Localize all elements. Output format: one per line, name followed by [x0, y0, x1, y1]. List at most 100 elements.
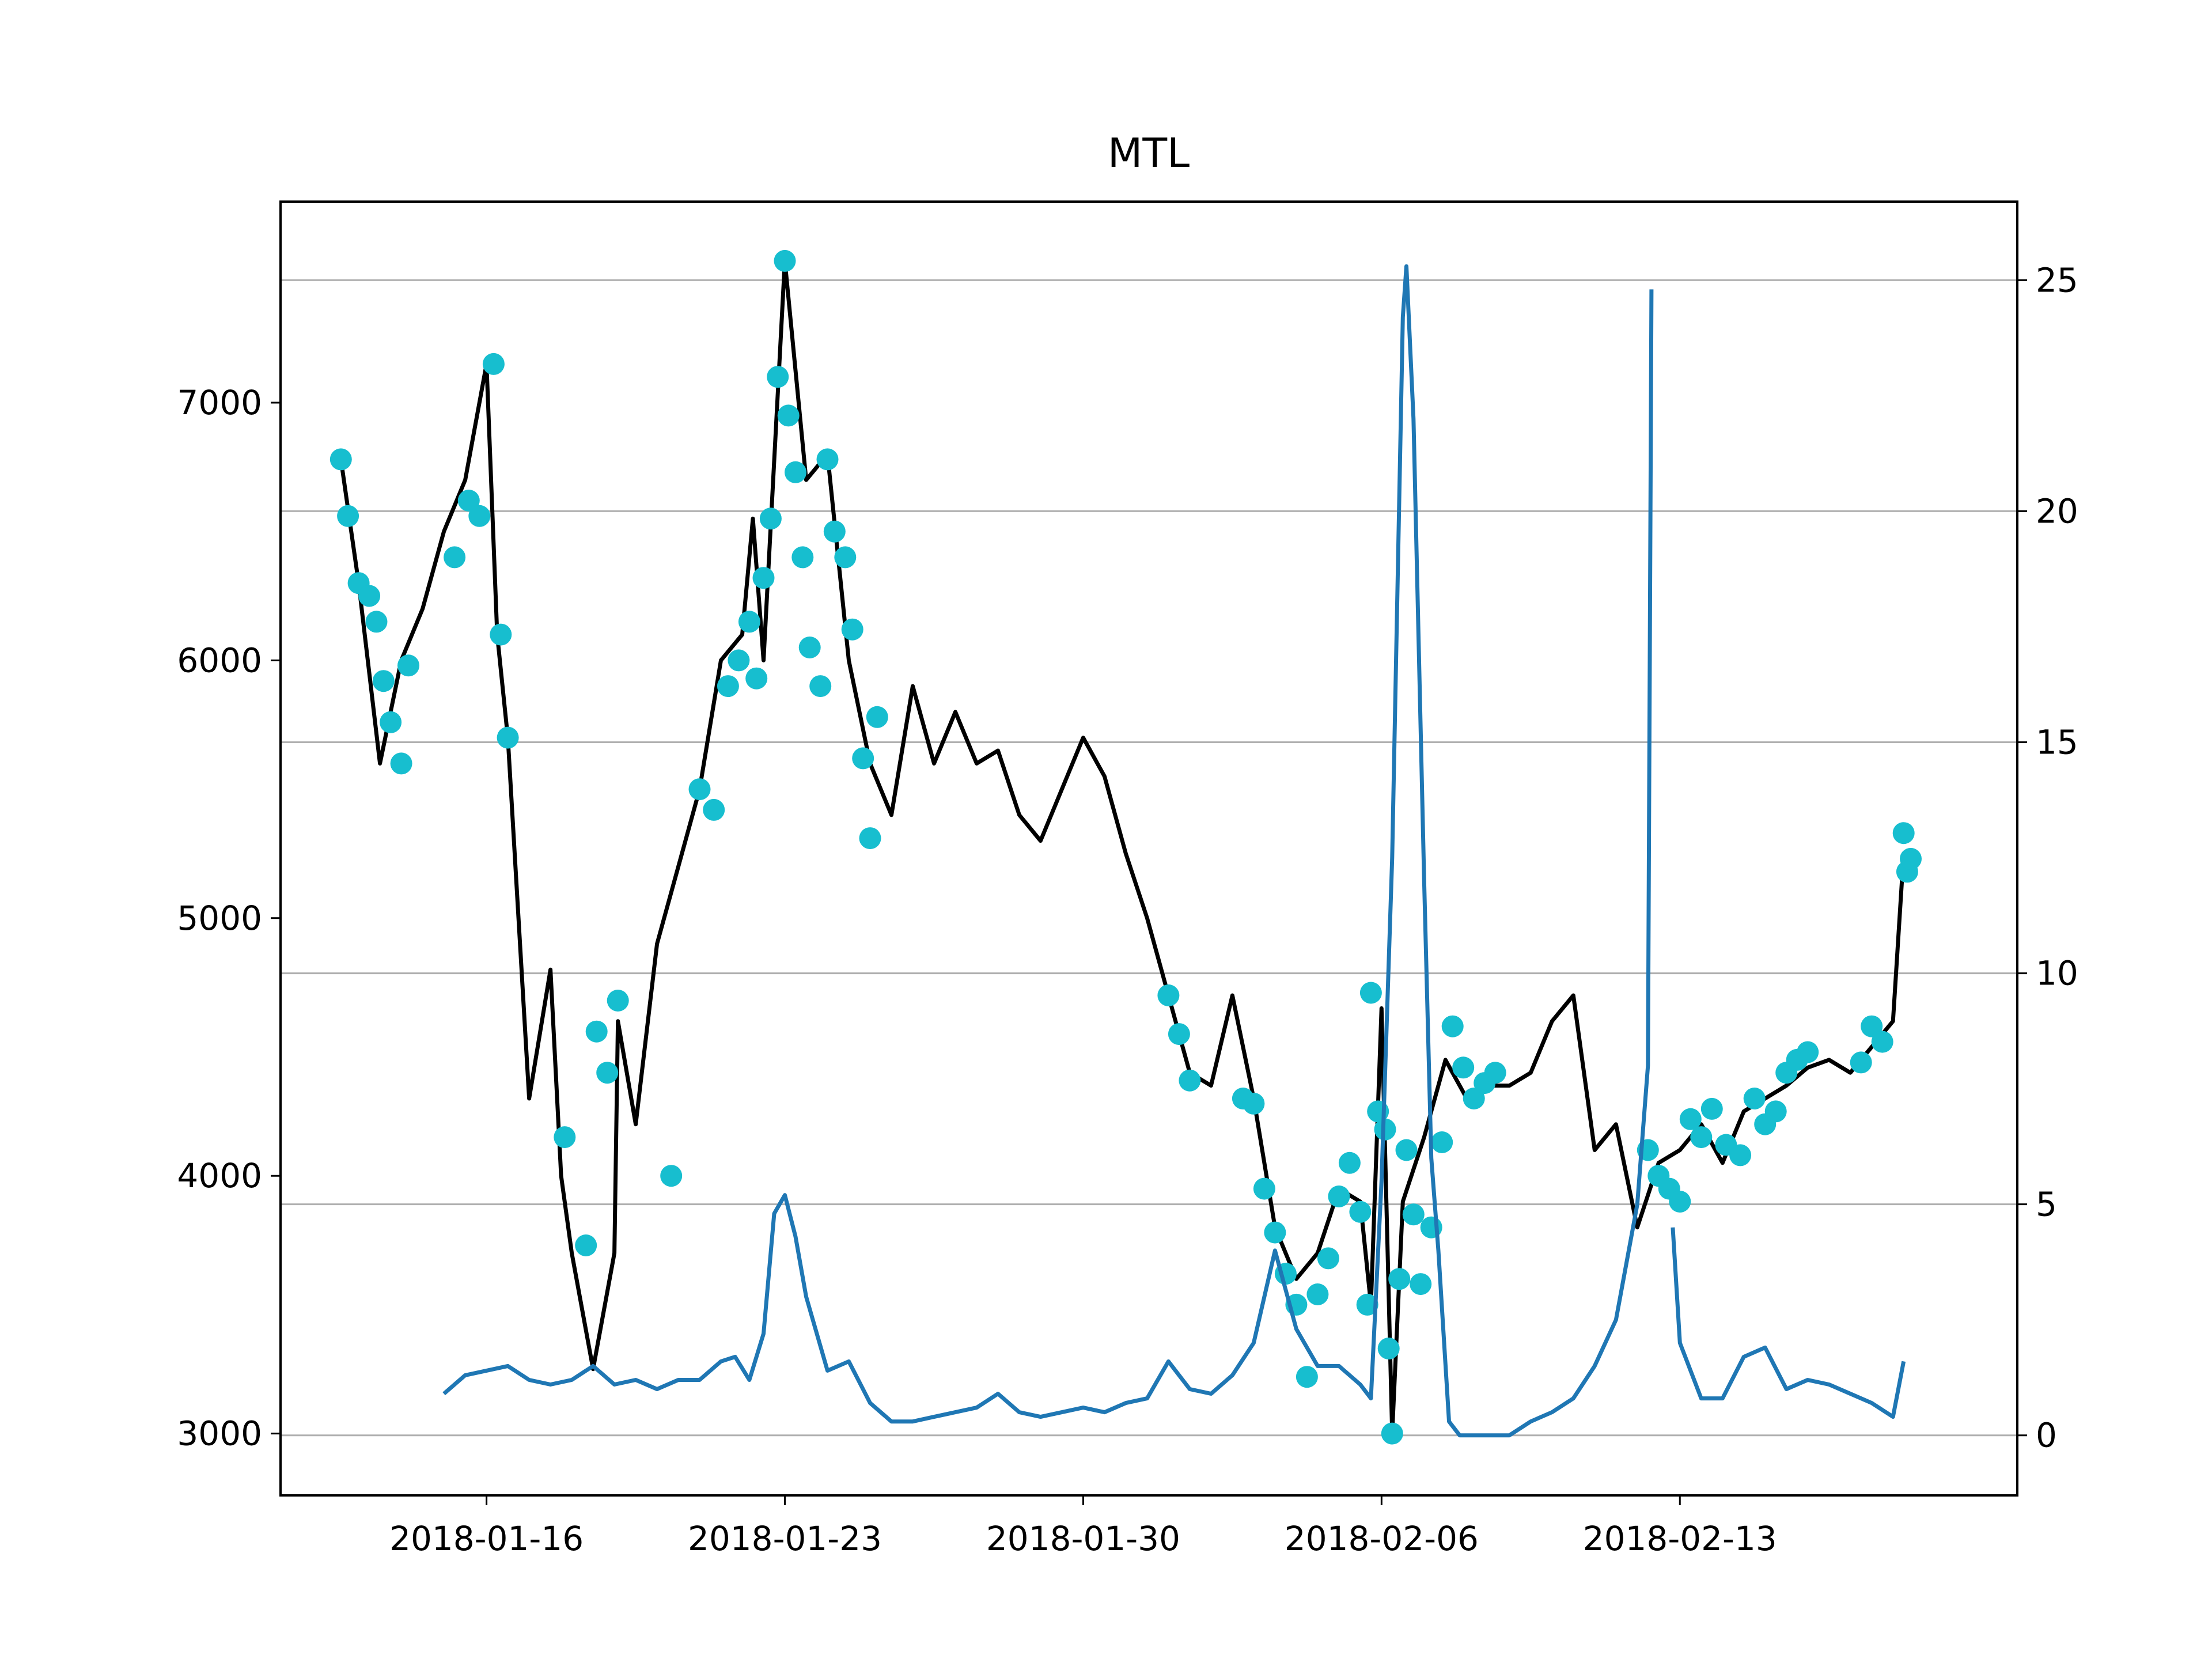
axes-frame [279, 200, 2018, 1497]
x-axis: 2018-01-16 2018-01-23 2018-01-30 2018-02-06… [389, 1495, 1777, 1558]
price-marker [841, 618, 863, 641]
price-marker [1700, 1097, 1723, 1120]
y-right-tick-label: 10 [2036, 954, 2078, 993]
price-marker [816, 448, 839, 471]
y-right-tick-label: 15 [2036, 723, 2078, 762]
price-marker [1179, 1069, 1201, 1092]
price-marker [1264, 1221, 1286, 1244]
chart-title: MTL [1108, 130, 1190, 177]
price-marker [1356, 1293, 1378, 1316]
price-marker [791, 546, 814, 569]
price-marker [823, 520, 846, 543]
price-marker [358, 585, 381, 607]
price-marker [798, 637, 821, 658]
price-marker [1349, 1200, 1372, 1223]
price-marker [1679, 1108, 1702, 1130]
price-marker [1743, 1088, 1766, 1109]
price-marker [1381, 1422, 1403, 1445]
price-marker [607, 990, 629, 1012]
price-marker [444, 546, 466, 569]
y-left-tick-label: 3000 [177, 1414, 262, 1453]
price-marker [1690, 1126, 1713, 1149]
price-marker [1484, 1062, 1506, 1084]
price-marker [866, 706, 888, 728]
price-marker [390, 752, 412, 775]
price-marker [1850, 1051, 1872, 1074]
price-marker [1410, 1273, 1432, 1296]
x-tick-label: 2018-02-06 [1285, 1519, 1479, 1558]
price-marker [834, 546, 857, 569]
price-marker [1157, 984, 1180, 1006]
indicator-line [442, 264, 1906, 1438]
price-marker [1338, 1152, 1361, 1174]
price-marker [1168, 1023, 1190, 1046]
y-left-tick-label: 5000 [177, 899, 262, 938]
price-marker [738, 611, 760, 633]
y-right-tick-label: 5 [2036, 1185, 2057, 1224]
y-left-tick-label: 6000 [177, 641, 262, 680]
y-left-tick-label: 7000 [177, 383, 262, 422]
y-axis-left: 3000 4000 5000 6000 7000 [177, 383, 281, 1453]
price-marker [1431, 1131, 1453, 1153]
price-marker [1253, 1177, 1275, 1200]
price-marker [585, 1020, 608, 1043]
price-marker [1395, 1139, 1418, 1161]
price-line [339, 259, 1906, 1436]
price-marker [337, 505, 359, 527]
price-marker [596, 1062, 619, 1084]
price-marker [482, 353, 505, 375]
price-marker [329, 448, 352, 471]
y-right-tick-label: 20 [2036, 491, 2078, 531]
price-marker [752, 567, 775, 589]
price-marker [859, 827, 881, 850]
price-marker [372, 670, 395, 692]
y-right-tick-label: 25 [2036, 260, 2078, 300]
price-marker [688, 778, 711, 801]
price-marker [554, 1126, 576, 1149]
x-tick-label: 2018-01-30 [986, 1519, 1180, 1558]
price-marker [1388, 1268, 1411, 1290]
price-marker [745, 667, 768, 690]
price-marker [717, 675, 739, 698]
price-marker [1861, 1015, 1883, 1037]
price-marker [1377, 1338, 1400, 1359]
y-left-tick-label: 4000 [177, 1156, 262, 1195]
price-marker [1871, 1031, 1893, 1053]
price-marker [1359, 982, 1382, 1004]
price-marker [1669, 1191, 1691, 1213]
price-marker [767, 366, 789, 388]
x-tick-label: 2018-01-23 [688, 1519, 882, 1558]
x-tick-label: 2018-01-16 [389, 1519, 584, 1558]
price-marker [852, 747, 874, 770]
price-marker [1328, 1185, 1350, 1207]
price-marker [365, 611, 388, 633]
price-marker [497, 726, 519, 749]
price-marker [457, 490, 480, 512]
price-marker [380, 711, 402, 733]
price-marker [468, 505, 491, 527]
price-marker [785, 461, 806, 483]
price-marker [1317, 1247, 1339, 1270]
price-marker [703, 798, 725, 821]
y-right-tick-label: 0 [2036, 1416, 2057, 1455]
price-marker [1729, 1144, 1752, 1166]
price-marker [1892, 822, 1915, 844]
price-marker [490, 623, 512, 646]
grid [281, 279, 2017, 1437]
price-marker [660, 1165, 683, 1187]
price-marker [1764, 1100, 1787, 1123]
plot-area [329, 249, 1922, 1445]
price-marker [397, 654, 419, 677]
price-marker [1296, 1366, 1318, 1388]
price-marker [809, 675, 832, 698]
price-marker [759, 507, 782, 530]
price-marker [1463, 1088, 1485, 1109]
price-marker [575, 1234, 597, 1256]
price-marker [774, 249, 796, 272]
price-marker [728, 649, 750, 672]
y-axis-right: 0 5 10 15 20 25 [2017, 260, 2078, 1455]
price-marker [1402, 1203, 1425, 1226]
price-marker [1441, 1015, 1464, 1037]
